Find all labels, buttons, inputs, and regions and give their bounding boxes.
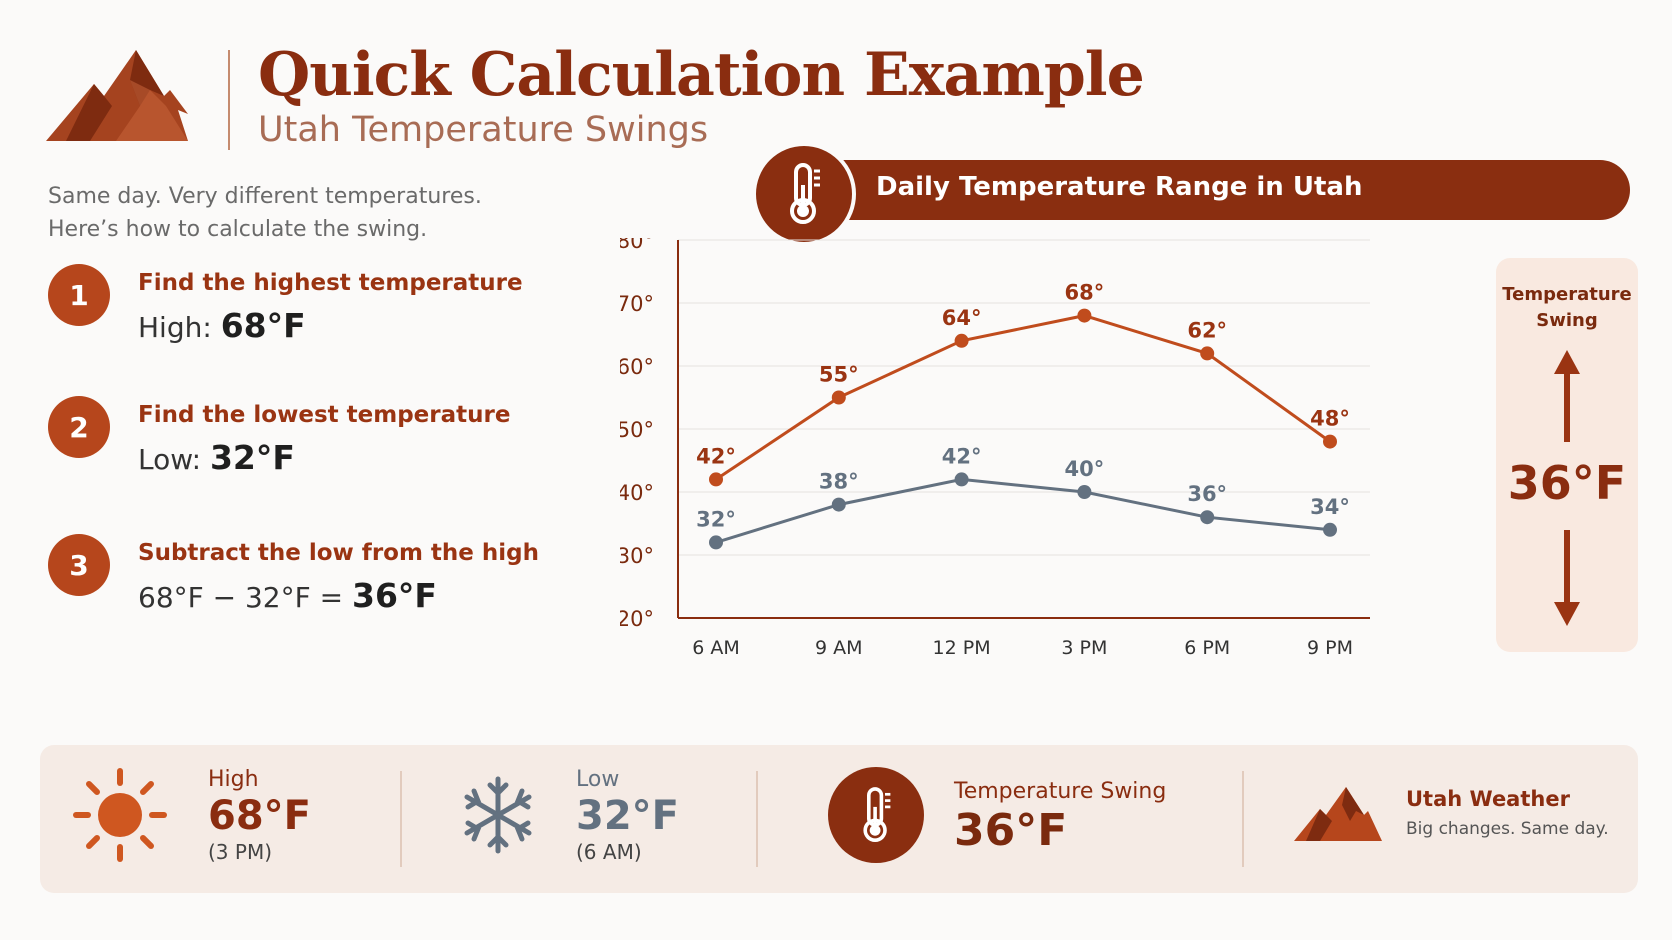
data-point — [954, 472, 969, 487]
mountain-logo-icon — [46, 50, 188, 141]
step-3-value: 68°F − 32°F = 36°F — [138, 576, 437, 615]
x-tick-label: 12 PM — [933, 637, 991, 659]
summary-high-label: High — [208, 767, 259, 792]
x-tick-label: 6 AM — [692, 637, 740, 659]
step-2-heading: Find the lowest temperature — [138, 402, 511, 428]
summary-swing-value: 36°F — [954, 805, 1068, 856]
y-tick-label: 50° — [620, 418, 654, 442]
step-2-prefix: Low: — [138, 443, 202, 476]
swing-card: Temperature Swing 36°F — [1496, 258, 1638, 652]
y-tick-label: 30° — [620, 544, 654, 568]
step-1-result: 68°F — [220, 306, 306, 345]
intro-line-2: Here’s how to calculate the swing. — [48, 217, 428, 242]
sun-icon — [73, 768, 167, 862]
swing-card-value: 36°F — [1507, 456, 1627, 510]
summary-weather-label: Utah Weather — [1406, 787, 1570, 811]
x-tick-label: 3 PM — [1061, 637, 1107, 659]
summary-divider — [400, 771, 402, 867]
y-tick-label: 80° — [620, 238, 654, 253]
summary-thermometer-badge — [828, 767, 924, 863]
mountain-icon — [1294, 787, 1382, 841]
summary-weather: Utah Weather Big changes. Same day. — [1406, 787, 1609, 839]
data-point — [1077, 485, 1092, 499]
x-tick-label: 6 PM — [1184, 637, 1230, 659]
data-label: 48° — [1310, 407, 1350, 431]
swing-card-label-line2: Swing — [1536, 310, 1598, 331]
data-label: 68° — [1065, 281, 1105, 305]
arrow-up-icon — [1554, 350, 1580, 442]
data-point — [1200, 510, 1215, 525]
data-label: 55° — [819, 363, 859, 387]
chart-title: Daily Temperature Range in Utah — [876, 172, 1363, 202]
data-label: 34° — [1310, 495, 1350, 519]
intro-line-1: Same day. Very different temperatures. — [48, 184, 482, 209]
data-point — [831, 390, 846, 405]
step-1-prefix: High: — [138, 311, 212, 344]
snowflake-icon — [464, 776, 532, 854]
step-3-heading: Subtract the low from the high — [138, 540, 540, 566]
data-label: 38° — [819, 470, 859, 494]
y-tick-label: 70° — [620, 292, 654, 316]
data-point — [1323, 522, 1337, 537]
step-3-number: 3 — [48, 534, 110, 596]
data-point — [709, 472, 723, 487]
x-tick-label: 9 AM — [815, 637, 863, 659]
step-3-prefix: 68°F − 32°F = — [138, 581, 344, 614]
x-tick-label: 9 PM — [1307, 637, 1353, 659]
swing-card-label-line1: Temperature — [1502, 284, 1632, 305]
arrow-down-icon — [1554, 530, 1580, 626]
summary-divider — [1242, 771, 1244, 867]
summary-bar: High 68°F (3 PM) Low 32°F (6 AM) — [40, 745, 1638, 893]
step-1-heading: Find the highest temperature — [138, 270, 523, 296]
data-label: 42° — [942, 444, 982, 468]
line-chart: 20° 30° 40° 50° 60° 70° 80° 6 AM 9 AM 12 PM 3 PM 6 … — [620, 238, 1370, 659]
thermometer-badge — [752, 142, 856, 246]
step-2-result: 32°F — [209, 438, 295, 477]
thermometer-icon — [790, 163, 820, 224]
series-line — [715, 477, 1331, 544]
data-point — [1323, 434, 1337, 449]
data-point — [954, 333, 969, 348]
page-title: Quick Calculation Example — [258, 40, 1145, 110]
summary-high-value: 68°F — [208, 793, 311, 839]
summary-swing-label: Temperature Swing — [954, 779, 1167, 804]
intro-text: Same day. Very different temperatures. H… — [48, 180, 482, 246]
y-tick-label: 20° — [620, 607, 654, 631]
y-tick-label: 60° — [620, 355, 654, 379]
step-3-result: 36°F — [352, 576, 437, 615]
summary-high: High 68°F (3 PM) — [208, 767, 311, 864]
summary-divider — [756, 771, 758, 867]
step-1-number: 1 — [48, 264, 110, 326]
summary-weather-note: Big changes. Same day. — [1406, 819, 1609, 839]
y-tick-label: 40° — [620, 481, 654, 505]
page-subtitle: Utah Temperature Swings — [258, 110, 709, 150]
data-label: 42° — [696, 444, 736, 468]
step-2-number: 2 — [48, 396, 110, 458]
summary-high-time: (3 PM) — [208, 840, 273, 864]
data-point — [1200, 346, 1215, 361]
data-point — [1077, 308, 1092, 323]
summary-low: Low 32°F (6 AM) — [576, 767, 679, 864]
thermometer-icon — [863, 787, 891, 842]
swing-card-label: Temperature Swing — [1496, 282, 1638, 334]
step-1-value: High: 68°F — [138, 306, 306, 345]
summary-low-label: Low — [576, 767, 620, 792]
series-line — [715, 314, 1331, 481]
data-label: 64° — [942, 306, 982, 330]
data-label: 62° — [1187, 318, 1227, 342]
summary-swing: Temperature Swing 36°F — [954, 779, 1166, 858]
data-point — [831, 497, 846, 512]
header-divider — [228, 50, 230, 150]
chart-title-banner — [830, 160, 1630, 220]
summary-low-value: 32°F — [576, 793, 679, 839]
data-label: 36° — [1187, 482, 1227, 506]
data-label: 40° — [1065, 457, 1105, 481]
step-2-value: Low: 32°F — [138, 438, 295, 477]
data-point — [709, 535, 723, 550]
data-label: 32° — [696, 507, 736, 531]
summary-low-time: (6 AM) — [576, 840, 642, 864]
